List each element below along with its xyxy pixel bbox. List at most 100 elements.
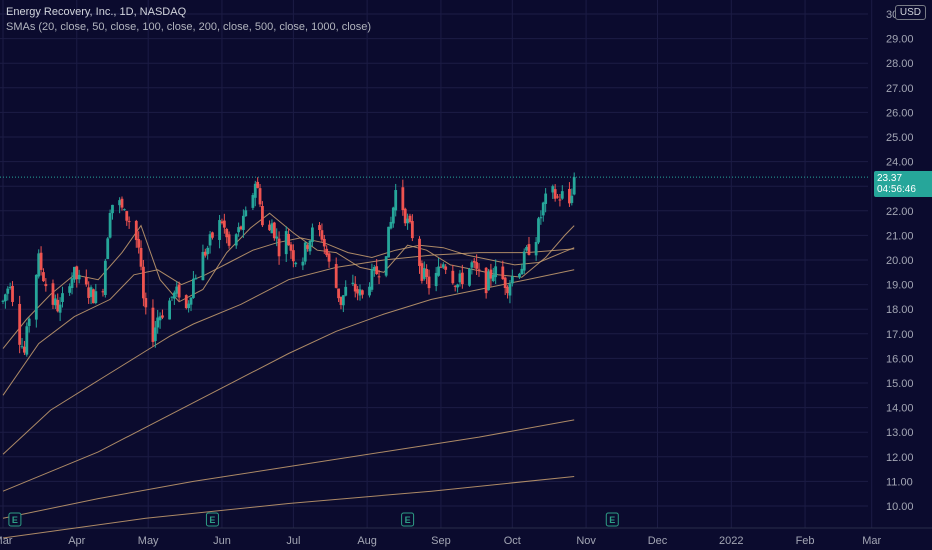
- candle: [520, 263, 524, 275]
- candle: [339, 296, 343, 310]
- candle: [220, 218, 224, 225]
- candle: [541, 201, 545, 222]
- candle: [351, 274, 355, 286]
- candle: [439, 263, 443, 269]
- candle: [241, 209, 245, 238]
- candle: [277, 231, 281, 265]
- time-tick-label: Mar: [862, 535, 881, 547]
- candle: [256, 177, 260, 189]
- candle: [56, 293, 60, 313]
- price-tick-label: 29.00: [886, 34, 914, 46]
- candle: [187, 300, 191, 313]
- candle: [327, 251, 331, 268]
- currency-badge[interactable]: USD: [894, 5, 926, 20]
- candle: [42, 268, 45, 282]
- candle: [391, 206, 395, 228]
- candle: [61, 286, 64, 308]
- earnings-marker-label: E: [609, 515, 615, 525]
- earnings-marker-label: E: [12, 515, 18, 525]
- candle: [227, 231, 231, 249]
- candle: [491, 267, 495, 283]
- candle: [68, 283, 72, 296]
- time-tick-label: Feb: [796, 535, 815, 547]
- earnings-marker[interactable]: E: [205, 512, 219, 527]
- candle: [39, 246, 43, 276]
- candle: [460, 264, 464, 289]
- candle: [353, 276, 357, 298]
- candle: [441, 262, 445, 270]
- price-tick-label: 20.00: [886, 255, 914, 267]
- candle: [506, 285, 509, 299]
- candle: [201, 244, 205, 281]
- candle: [284, 226, 288, 262]
- candle: [237, 222, 241, 237]
- price-tick-label: 15.00: [886, 378, 914, 390]
- candle: [192, 271, 195, 299]
- time-tick-label: Jun: [213, 535, 231, 547]
- candle: [53, 294, 57, 309]
- candle: [251, 192, 255, 210]
- price-axis[interactable]: 10.00 11.00 12.00 13.00 14.00 15.00 16.00 17.00…: [886, 9, 914, 513]
- candle: [177, 281, 181, 302]
- candle: [360, 289, 364, 299]
- candle: [551, 184, 555, 199]
- candle: [94, 283, 98, 305]
- candle: [137, 231, 141, 254]
- candle: [184, 294, 188, 310]
- candle: [108, 209, 112, 239]
- sma-100-line: [2, 248, 575, 455]
- candle: [470, 260, 474, 275]
- candle: [325, 245, 329, 258]
- candle: [84, 269, 88, 287]
- candle: [484, 267, 488, 299]
- candle: [175, 281, 179, 298]
- candle: [437, 257, 440, 277]
- earnings-marker-label: E: [209, 515, 215, 525]
- candle: [270, 219, 274, 234]
- time-tick-label: Sep: [431, 535, 451, 547]
- time-tick-label: Oct: [504, 535, 521, 547]
- price-tick-label: 19.00: [886, 280, 914, 292]
- candle: [58, 297, 62, 322]
- candle: [358, 284, 362, 301]
- candle: [370, 263, 374, 292]
- candle: [403, 207, 407, 227]
- candle: [422, 261, 426, 281]
- candle: [203, 248, 207, 258]
- candle: [468, 267, 471, 287]
- candle: [25, 322, 29, 357]
- last-price-tag: 23.37 04:56:46: [874, 171, 932, 198]
- candle: [92, 288, 95, 304]
- price-tick-label: 18.00: [886, 304, 914, 316]
- candle: [211, 231, 214, 240]
- candle: [308, 239, 312, 255]
- candle: [539, 210, 543, 225]
- earnings-marker[interactable]: E: [605, 512, 619, 527]
- candle: [44, 278, 48, 292]
- earnings-marker[interactable]: E: [401, 512, 415, 527]
- candle: [206, 245, 210, 260]
- candle: [103, 258, 107, 298]
- candle: [127, 216, 131, 229]
- candle: [225, 227, 229, 244]
- candle: [172, 290, 176, 305]
- time-tick-label: Nov: [576, 535, 596, 547]
- candle: [106, 236, 110, 260]
- candle: [384, 256, 388, 278]
- candle: [522, 248, 526, 275]
- time-axis[interactable]: Mar Apr May Jun Jul Aug Sep Oct Nov Dec 2022 Feb Mar: [0, 535, 882, 547]
- candle: [444, 264, 448, 275]
- candle: [294, 261, 298, 268]
- sma-lines: [2, 212, 575, 539]
- price-tick-label: 27.00: [886, 83, 914, 95]
- candle: [427, 269, 431, 295]
- earnings-marker-label: E: [405, 515, 411, 525]
- candle: [534, 237, 538, 261]
- sma-500-line: [2, 419, 575, 519]
- time-tick-label: Aug: [357, 535, 377, 547]
- candle: [318, 222, 321, 237]
- earnings-marker[interactable]: E: [8, 512, 22, 527]
- candle: [125, 210, 129, 226]
- price-tick-label: 17.00: [886, 329, 914, 341]
